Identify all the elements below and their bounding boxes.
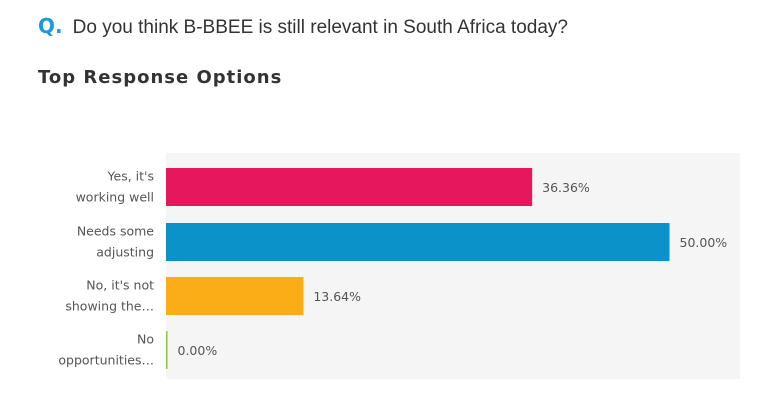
category-label-1: Yes, it's working well (76, 169, 154, 205)
bar-3 (166, 277, 304, 315)
data-label-2: 50.00% (680, 235, 728, 250)
category-label-2: Needs some adjusting (77, 224, 154, 260)
bar-4 (166, 331, 168, 369)
section-title: Top Response Options (38, 67, 283, 88)
bar-2 (166, 223, 670, 261)
category-label-4: No opportunities… (58, 332, 154, 368)
data-label-4: 0.00% (178, 343, 218, 358)
question-heading: Q. Do you think B-BBEE is still relevant… (38, 14, 568, 39)
question-prefix: Q. (38, 14, 63, 38)
bar-1 (166, 168, 533, 206)
category-label-3: No, it's not showing the… (65, 278, 154, 314)
question-text: Do you think B-BBEE is still relevant in… (72, 17, 568, 38)
data-label-3: 13.64% (313, 289, 361, 304)
data-label-1: 36.36% (542, 180, 590, 195)
